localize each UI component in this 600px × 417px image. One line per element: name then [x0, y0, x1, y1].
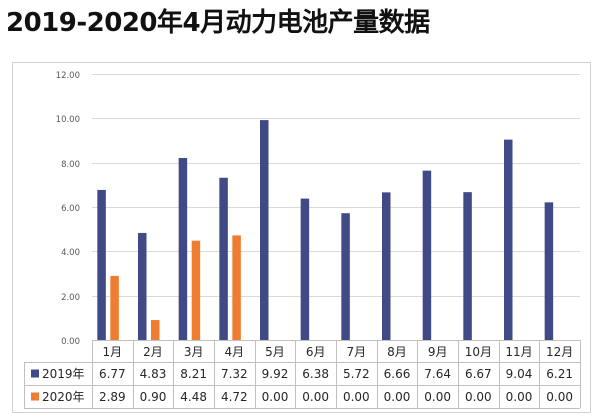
y-tick-label: 6.00: [61, 204, 80, 214]
data-label: 0.00: [424, 390, 451, 404]
data-label: 2.89: [99, 390, 126, 404]
x-tick-label: 7月: [347, 345, 367, 359]
data-label: 6.77: [99, 367, 126, 381]
bar-2020: [110, 275, 119, 340]
data-label: 9.04: [506, 367, 533, 381]
legend-key-2019: [31, 369, 39, 378]
x-tick-label: 1月: [103, 345, 123, 359]
bar-2019: [219, 177, 228, 340]
x-tick-label: 9月: [428, 345, 448, 359]
bar-2019: [341, 213, 350, 340]
chart-title: 2019-2020年4月动力电池产量数据: [6, 8, 430, 38]
data-label: 5.72: [343, 367, 370, 381]
x-tick-label: 3月: [184, 345, 204, 359]
x-tick-label: 12月: [546, 345, 573, 359]
x-tick-label: 11月: [505, 345, 532, 359]
legend-label: 2020年: [42, 390, 85, 404]
data-label: 0.00: [262, 390, 289, 404]
y-tick-label: 8.00: [61, 160, 80, 170]
y-tick-label: 12.00: [56, 71, 80, 81]
bar-2019: [544, 202, 554, 340]
data-label: 4.48: [180, 390, 207, 404]
data-label: 0.00: [343, 390, 370, 404]
data-label: 0.00: [302, 390, 329, 404]
legend-label: 2019年: [42, 367, 85, 381]
x-tick-label: 5月: [265, 345, 285, 359]
x-tick-label: 8月: [387, 345, 407, 359]
x-tick-label: 4月: [225, 345, 245, 359]
bar-2019: [463, 192, 472, 340]
bar-2019: [178, 158, 188, 340]
legend-key-2020: [31, 392, 39, 401]
data-label: 7.32: [221, 367, 248, 381]
bar-2020: [151, 320, 160, 340]
x-tick-label: 2月: [143, 345, 163, 359]
y-tick-label: 4.00: [61, 248, 80, 258]
data-label: 6.67: [465, 367, 492, 381]
bar-2019: [97, 189, 106, 340]
y-tick-label: 0.00: [61, 337, 80, 347]
bar-2019: [300, 198, 310, 340]
bar-2019: [382, 192, 391, 340]
data-label: 0.00: [546, 390, 573, 404]
data-label: 0.00: [465, 390, 492, 404]
bar-2019: [138, 232, 147, 340]
y-tick-label: 2.00: [61, 293, 80, 303]
data-label: 6.66: [384, 367, 411, 381]
bar-2019: [260, 120, 269, 341]
data-label: 0.00: [506, 390, 533, 404]
x-tick-label: 10月: [465, 345, 492, 359]
data-label: 0.00: [384, 390, 411, 404]
data-label: 6.38: [302, 367, 329, 381]
bar-2019: [422, 170, 432, 340]
data-label: 8.21: [180, 367, 207, 381]
data-label: 4.72: [221, 390, 248, 404]
x-tick-label: 6月: [306, 345, 326, 359]
bar-2020: [232, 235, 241, 340]
data-label: 0.90: [140, 390, 167, 404]
data-label: 9.92: [262, 367, 289, 381]
data-label: 4.83: [140, 367, 167, 381]
bar-2020: [191, 240, 201, 340]
y-tick-label: 10.00: [56, 115, 80, 125]
bar-2019: [504, 139, 513, 340]
data-label: 6.21: [546, 367, 573, 381]
data-label: 7.64: [424, 367, 451, 381]
